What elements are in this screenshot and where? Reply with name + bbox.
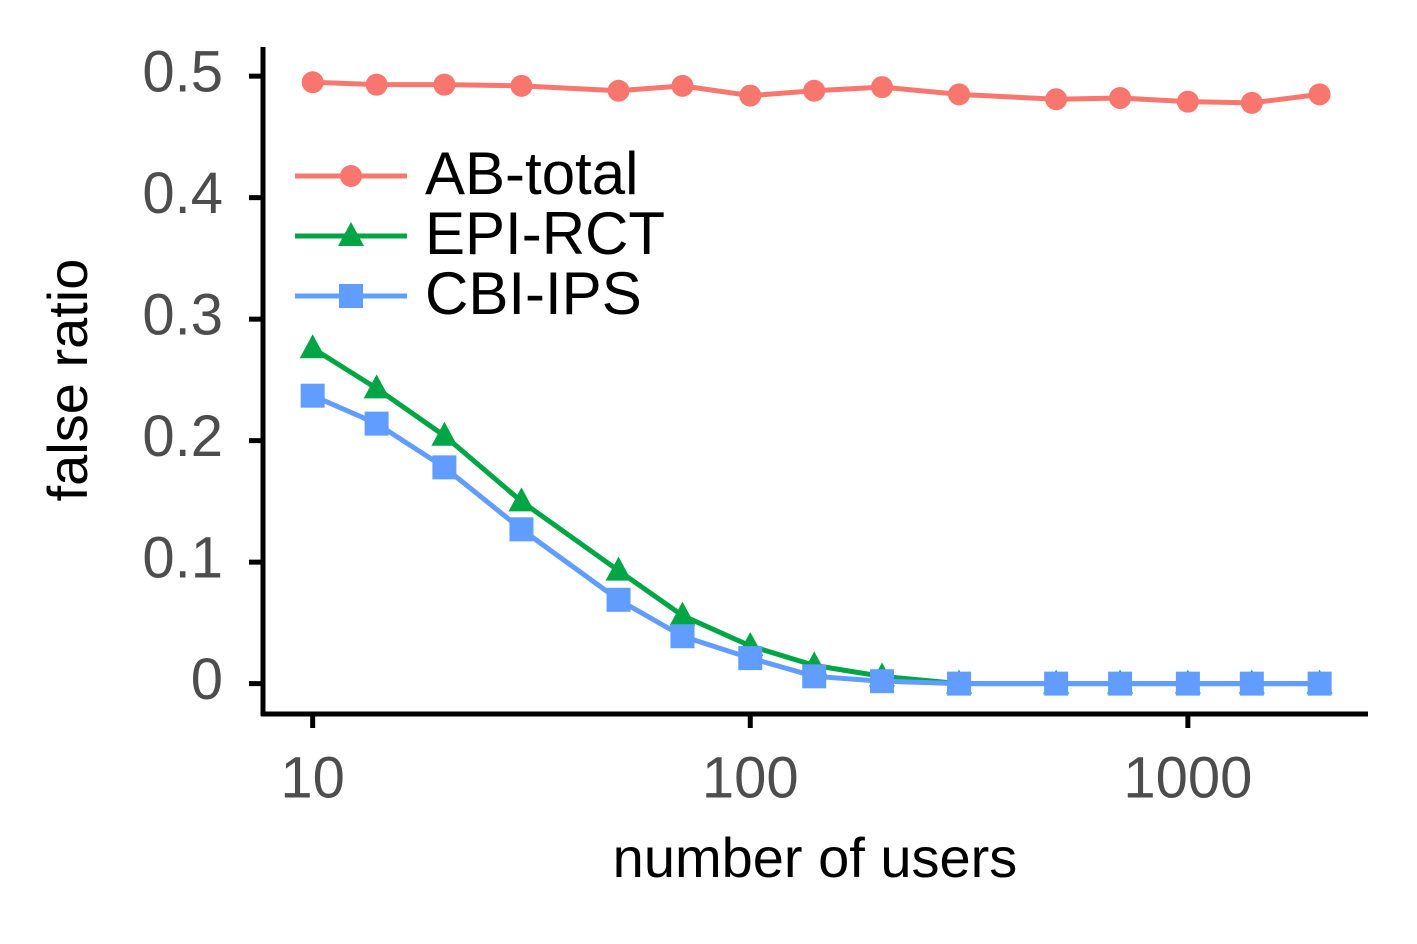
- series-line: [311, 346, 1320, 687]
- y-tick-label: 0.3: [142, 282, 223, 347]
- data-point: [364, 411, 389, 436]
- data-point: [1176, 90, 1199, 113]
- data-point: [300, 383, 325, 408]
- data-point: [870, 669, 895, 694]
- y-tick-label: 0.5: [142, 39, 223, 104]
- legend-label: AB-total: [425, 140, 638, 207]
- x-axis-title: number of users: [613, 826, 1018, 889]
- x-tick-label: 10: [280, 745, 345, 810]
- data-point: [739, 84, 762, 107]
- x-tick-label: 1000: [1123, 745, 1252, 810]
- data-point: [432, 455, 457, 480]
- y-tick-label: 0.4: [142, 161, 223, 226]
- data-point: [738, 646, 763, 671]
- legend-marker: [339, 284, 363, 308]
- data-point: [508, 487, 535, 512]
- data-point: [802, 664, 827, 689]
- data-point: [1240, 91, 1263, 114]
- data-point: [1044, 671, 1069, 696]
- data-point: [363, 374, 390, 399]
- data-point: [803, 79, 826, 102]
- legend-marker: [338, 222, 364, 246]
- data-point: [607, 79, 630, 102]
- x-tick-label: 100: [702, 745, 799, 810]
- data-point: [1109, 87, 1132, 110]
- data-point: [1108, 671, 1133, 696]
- data-point: [671, 74, 694, 97]
- data-point: [606, 587, 631, 612]
- data-point: [433, 73, 456, 96]
- data-point: [301, 71, 324, 94]
- data-point: [1307, 671, 1332, 696]
- legend-label: CBI-IPS: [425, 260, 642, 327]
- legend-label: EPI-RCT: [425, 200, 665, 267]
- data-point: [1308, 83, 1331, 106]
- data-point: [1045, 88, 1068, 111]
- data-point: [510, 74, 533, 97]
- data-point: [299, 334, 326, 359]
- data-point: [871, 76, 894, 99]
- y-tick-label: 0.1: [142, 525, 223, 590]
- legend-marker: [340, 165, 362, 187]
- data-point: [1239, 671, 1264, 696]
- data-point: [431, 421, 458, 446]
- data-point: [670, 624, 695, 649]
- y-tick-label: 0: [191, 647, 223, 712]
- data-point: [365, 73, 388, 96]
- y-tick-label: 0.2: [142, 404, 223, 469]
- data-point: [509, 517, 534, 542]
- data-point: [605, 556, 632, 581]
- y-axis-title: false ratio: [36, 259, 99, 502]
- data-point: [948, 83, 971, 106]
- data-point: [669, 601, 696, 626]
- series-line: [311, 393, 1320, 687]
- data-point: [947, 671, 972, 696]
- data-point: [1175, 671, 1200, 696]
